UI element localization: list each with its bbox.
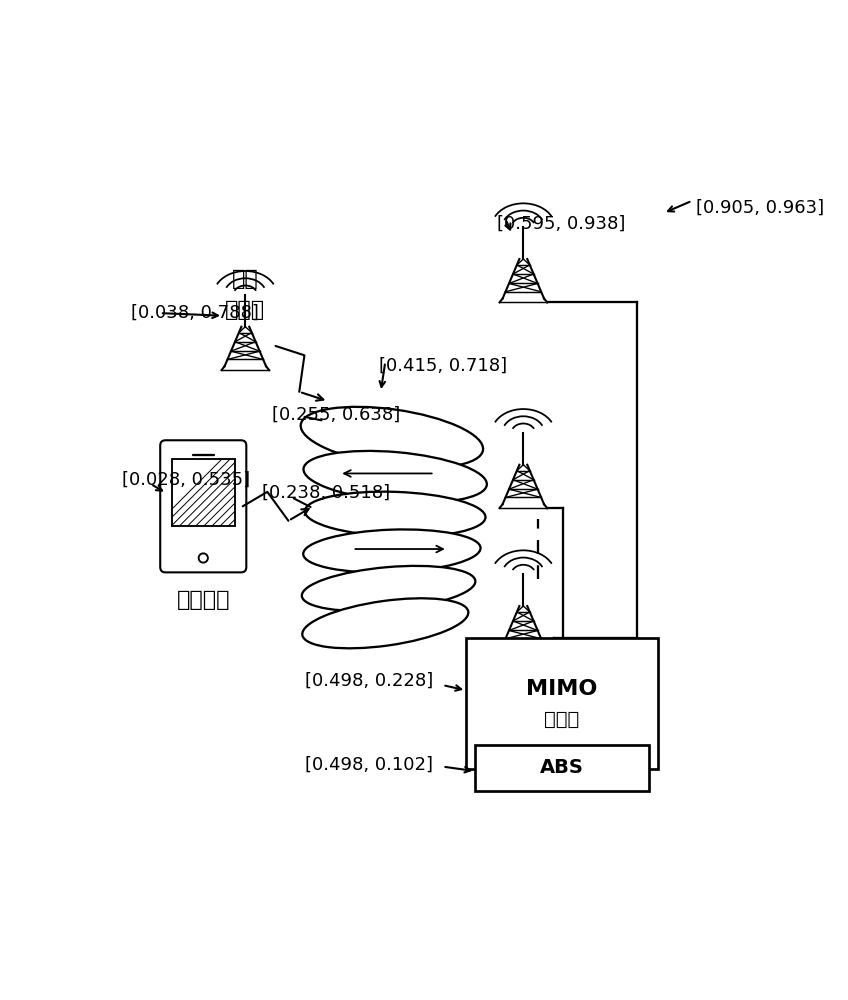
Ellipse shape xyxy=(302,598,468,648)
Text: ABS: ABS xyxy=(540,758,584,777)
Text: 用户装备: 用户装备 xyxy=(176,590,230,610)
Text: MIMO: MIMO xyxy=(527,679,598,699)
Text: [0.905, 0.963]: [0.905, 0.963] xyxy=(696,199,824,217)
Ellipse shape xyxy=(304,529,481,573)
Bar xyxy=(171,459,235,526)
Bar xyxy=(466,638,658,769)
Text: [0.498, 0.228]: [0.498, 0.228] xyxy=(305,672,433,690)
Ellipse shape xyxy=(301,407,483,468)
Text: [0.595, 0.938]: [0.595, 0.938] xyxy=(497,215,626,233)
FancyBboxPatch shape xyxy=(160,440,246,572)
Text: [0.238, 0.518]: [0.238, 0.518] xyxy=(262,484,391,502)
Ellipse shape xyxy=(304,492,486,537)
Text: [0.028, 0.535]: [0.028, 0.535] xyxy=(122,471,250,489)
Ellipse shape xyxy=(302,566,476,611)
Text: [0.498, 0.102]: [0.498, 0.102] xyxy=(305,756,433,774)
Ellipse shape xyxy=(304,451,487,503)
Text: 传输源: 传输源 xyxy=(226,300,265,320)
Text: 干扰: 干扰 xyxy=(232,269,259,289)
Text: [0.038, 0.788]: [0.038, 0.788] xyxy=(131,304,259,322)
Bar xyxy=(476,745,649,791)
Text: 收发器: 收发器 xyxy=(544,710,580,729)
Text: [0.415, 0.718]: [0.415, 0.718] xyxy=(379,357,507,375)
Circle shape xyxy=(198,553,208,563)
Text: [0.255, 0.638]: [0.255, 0.638] xyxy=(271,405,400,423)
